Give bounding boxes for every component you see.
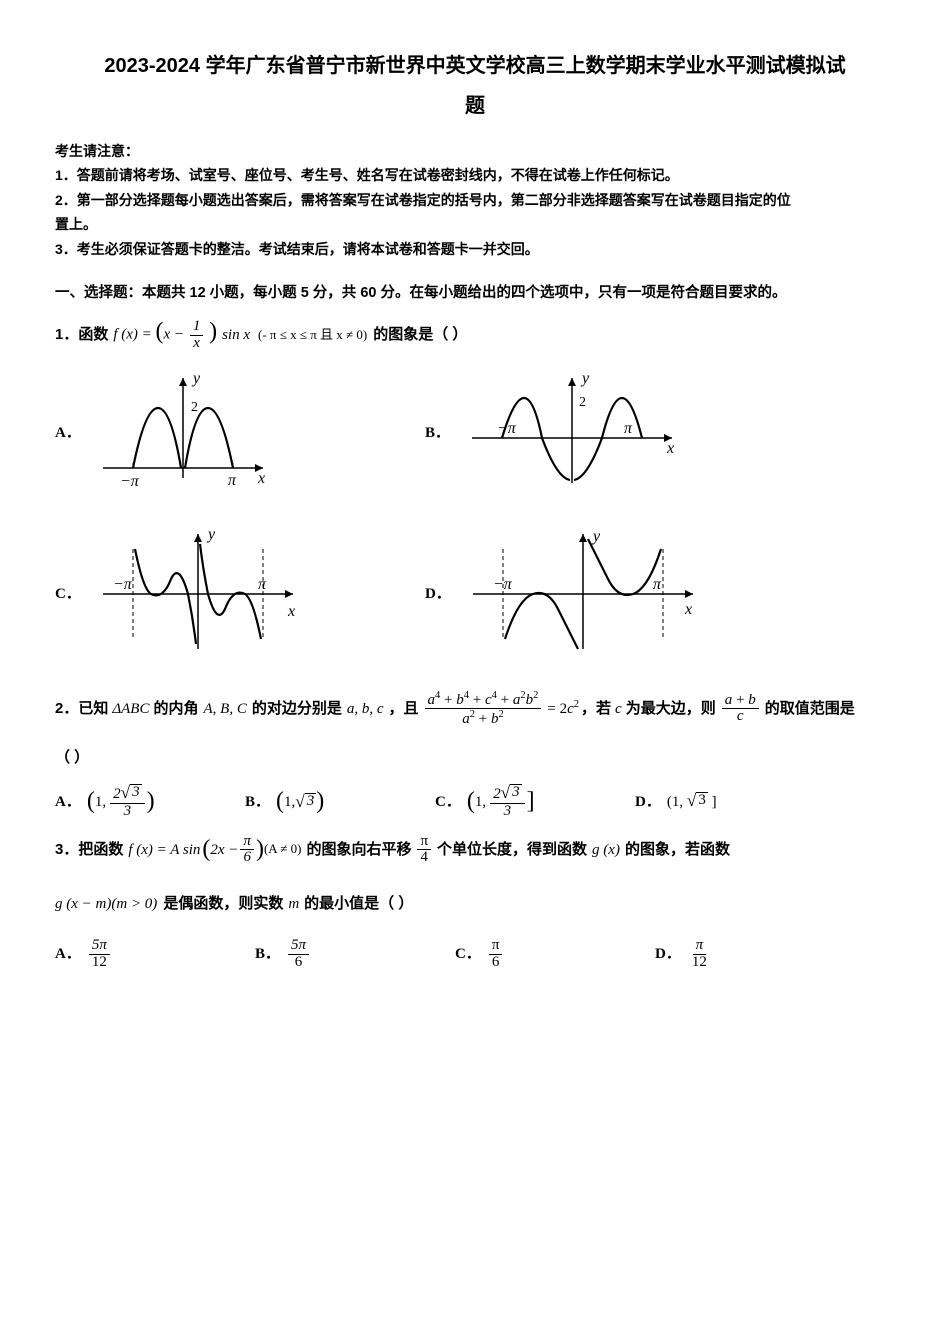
q1-graphs-row-1: A． y x 2 π −π B． y x xyxy=(55,368,895,498)
svg-text:−π: −π xyxy=(113,576,133,593)
svg-text:x: x xyxy=(666,440,674,457)
q2-eq: = 2c2 xyxy=(547,697,579,721)
graph-d: y x −π π xyxy=(463,524,703,664)
q3-prefix: 3．把函数 xyxy=(55,838,123,862)
svg-text:y: y xyxy=(191,370,201,387)
question-3: 3．把函数 f (x) = A sin(2x − π6 ) (A ≠ 0) 的图… xyxy=(55,834,895,867)
q3-opt-a-label: A． xyxy=(55,942,81,966)
q2-opt-b: ( 1, √3 ) xyxy=(276,790,324,814)
svg-text:y: y xyxy=(206,526,216,543)
q2-m4: ，若 xyxy=(581,697,611,721)
q3-m3: 的图象，若函数 xyxy=(625,838,730,862)
notice-3: 3．考生必须保证答题卡的整洁。考试结束后，请将本试卷和答题卡一并交回。 xyxy=(55,238,895,260)
svg-text:y: y xyxy=(580,370,590,387)
q3-opt-c-label: C． xyxy=(455,942,481,966)
svg-text:x: x xyxy=(287,603,295,620)
q3-m2: 个单位长度，得到函数 xyxy=(437,838,587,862)
q3-m1: 的图象向右平移 xyxy=(306,838,411,862)
q2-opt-d: (1, √3 ] xyxy=(667,790,717,814)
page-title-2: 题 xyxy=(55,90,895,122)
q3-func: f (x) = A sin(2x − π6 ) (A ≠ 0) xyxy=(128,834,301,867)
q2-delta: ΔABC xyxy=(112,697,149,721)
q1-cond: (- π ≤ x ≤ π 且 x ≠ 0) xyxy=(258,325,367,346)
q2-tail: 的取值范围是 xyxy=(765,697,855,721)
q2-opt-a-label: A． xyxy=(55,790,81,814)
q2-m2: 的对边分别是 xyxy=(252,697,342,721)
q3-opt-d: π 12 xyxy=(689,938,710,971)
q2-frac2: a + b c xyxy=(722,693,759,726)
svg-text:x: x xyxy=(257,470,265,487)
q1-prefix: 1．函数 xyxy=(55,323,108,347)
q2-opt-c-label: C． xyxy=(435,790,461,814)
q3-opt-c: π 6 xyxy=(489,938,503,971)
q1-graphs-row-2: C． y x −π π D． y x −π xyxy=(55,524,895,664)
q2-abc: A, B, C xyxy=(204,697,247,721)
graph-a: y x 2 π −π xyxy=(93,368,273,498)
svg-text:y: y xyxy=(591,528,601,545)
q2-m5: 为最大边，则 xyxy=(626,697,716,721)
svg-text:−π: −π xyxy=(120,473,140,490)
q2-opt-d-label: D． xyxy=(635,790,661,814)
svg-text:2: 2 xyxy=(579,395,586,410)
question-1: 1．函数 f (x) = (x − 1x ) sin x (- π ≤ x ≤ … xyxy=(55,319,895,352)
q2-frac: a4 + b4 + c4 + a2b2 a2 + b2 xyxy=(425,690,542,729)
q2-m1: 的内角 xyxy=(153,697,198,721)
q1-option-b-label: B． xyxy=(425,421,450,445)
graph-c: y x −π π xyxy=(93,524,303,664)
q1-sinx: sin x xyxy=(222,323,250,347)
q2-opt-a: ( 1, 2√3 3 ) xyxy=(87,784,155,820)
notice-2: 2．第一部分选择题每小题选出答案后，需将答案写在试卷指定的括号内，第二部分非选择… xyxy=(55,189,895,211)
notice-1: 1．答题前请将考场、试室号、座位号、考生号、姓名写在试卷密封线内，不得在试卷上作… xyxy=(55,164,895,186)
q1-option-d-label: D． xyxy=(425,582,451,606)
q2-opt-c: ( 1, 2√3 3 ] xyxy=(467,784,535,820)
q3-g: g (x) xyxy=(592,838,620,862)
svg-text:π: π xyxy=(653,576,662,593)
q2-m3: ，且 xyxy=(389,697,419,721)
q3-options: A． 5π 12 B． 5π 6 C． π 6 D． π 12 xyxy=(55,938,895,971)
q2-prefix: 2．已知 xyxy=(55,697,108,721)
q3b-m: m xyxy=(288,892,299,916)
page-title-1: 2023-2024 学年广东省普宁市新世界中英文学校高三上数学期末学业水平测试模… xyxy=(55,50,895,82)
svg-text:2: 2 xyxy=(191,400,198,415)
q3b-tail: 的最小值是（ ） xyxy=(304,892,413,916)
q3-shift: π 4 xyxy=(417,834,431,867)
section-1-header: 一、选择题：本题共 12 小题，每小题 5 分，共 60 分。在每小题给出的四个… xyxy=(55,282,895,305)
question-3b: g (x − m)(m > 0) 是偶函数，则实数 m 的最小值是（ ） xyxy=(55,892,895,916)
q1-option-c-label: C． xyxy=(55,582,81,606)
q3-opt-b-label: B． xyxy=(255,942,280,966)
q3-opt-a: 5π 12 xyxy=(89,938,110,971)
q1-func: f (x) = (x − 1x ) xyxy=(113,319,217,352)
q2-options: A． ( 1, 2√3 3 ) B． ( 1, √3 ) C． ( 1, 2√3… xyxy=(55,784,895,820)
q1-option-a-label: A． xyxy=(55,421,81,445)
notice-section: 考生请注意： 1．答题前请将考场、试室号、座位号、考生号、姓名写在试卷密封线内，… xyxy=(55,140,895,260)
notice-2b: 置上。 xyxy=(55,213,895,235)
svg-text:π: π xyxy=(228,472,237,489)
svg-text:x: x xyxy=(684,601,692,618)
svg-text:π: π xyxy=(624,420,633,437)
notice-header: 考生请注意： xyxy=(55,140,895,162)
q3b-m1: 是偶函数，则实数 xyxy=(163,892,283,916)
q2-opt-b-label: B． xyxy=(245,790,270,814)
q2-sides: a, b, c xyxy=(347,697,384,721)
q3-opt-d-label: D． xyxy=(655,942,681,966)
q1-tail: 的图象是（ ） xyxy=(373,323,467,347)
question-2: 2．已知 ΔABC 的内角 A, B, C 的对边分别是 a, b, c ，且 … xyxy=(55,690,895,729)
graph-b: y x 2 π −π xyxy=(462,368,682,498)
q2-paren: （ ） xyxy=(55,746,895,770)
q2-c: c xyxy=(615,697,622,721)
q3-opt-b: 5π 6 xyxy=(288,938,309,971)
q3b-func: g (x − m)(m > 0) xyxy=(55,892,157,916)
